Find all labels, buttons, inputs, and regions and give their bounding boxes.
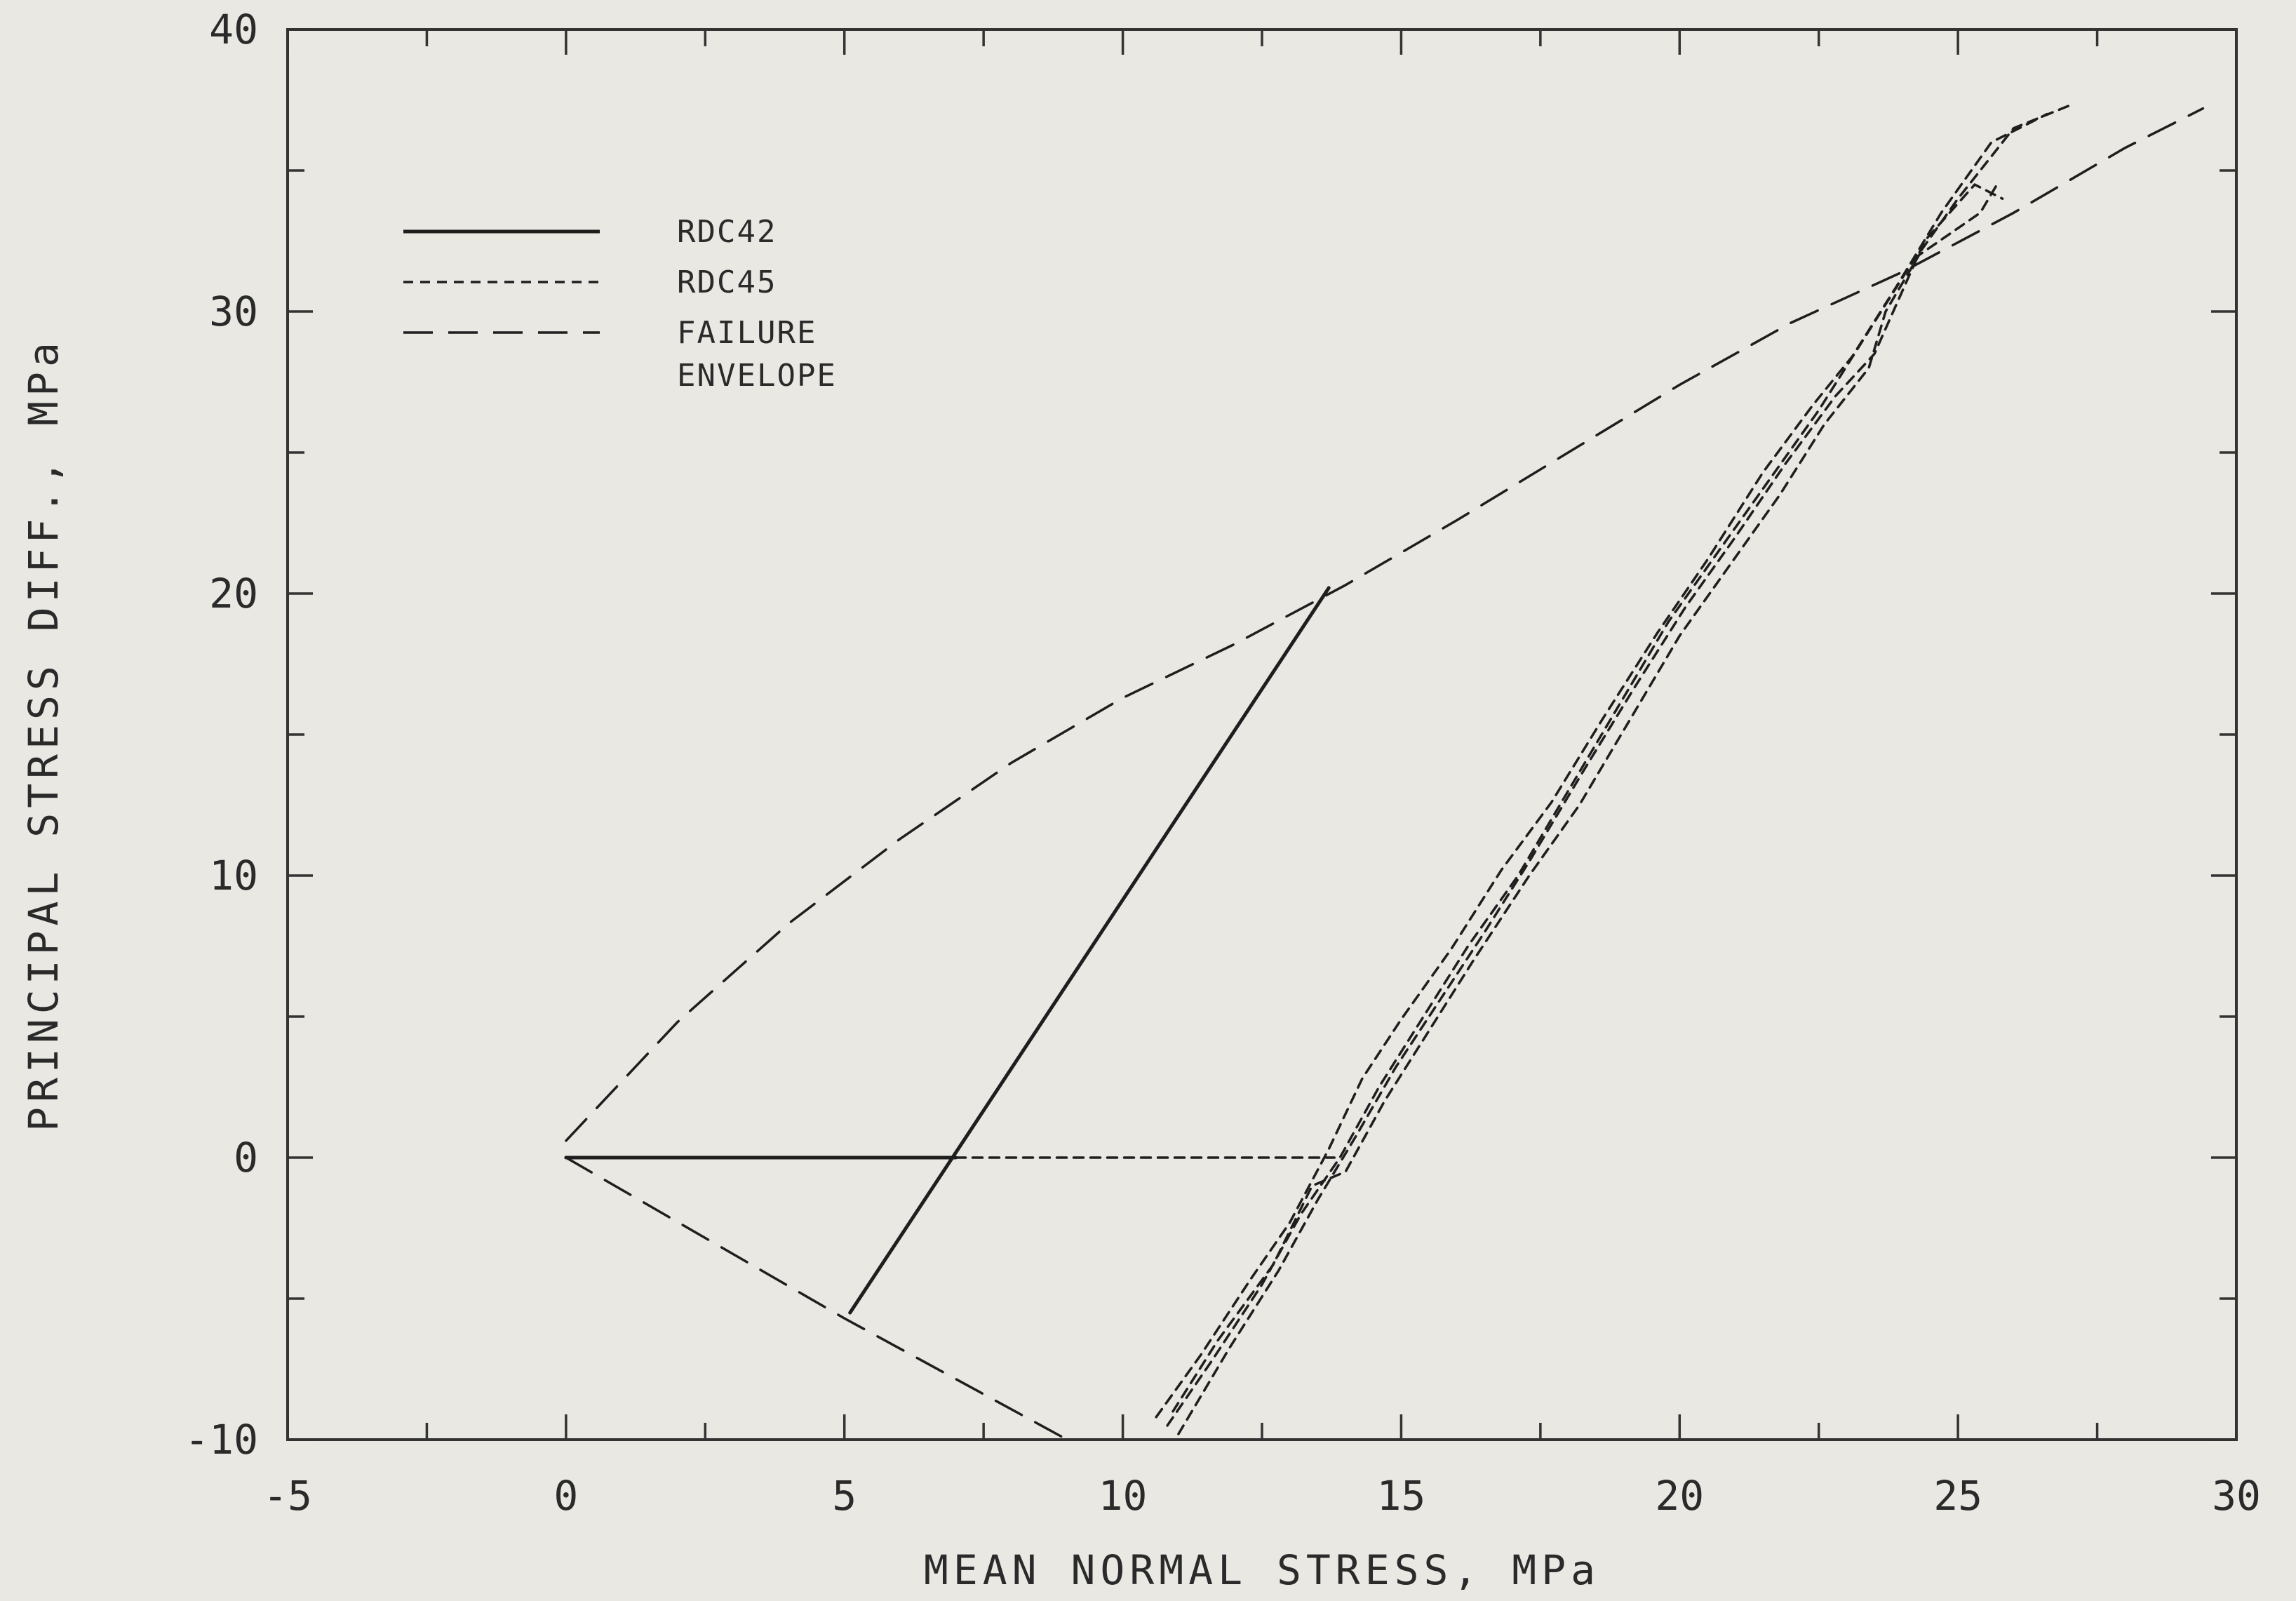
tick-labels: -5 0 5 10 15 20 25 30 -10 0 10 20 30 40 [184, 6, 2261, 1520]
y-tick-label: 40 [209, 6, 258, 53]
y-tick-label: 20 [209, 570, 258, 617]
legend-label-rdc42: RDC42 [677, 214, 777, 250]
x-tick-label: 30 [2212, 1472, 2261, 1520]
y-axis-title: PRINCIPAL STRESS DIFF., MPa [20, 337, 67, 1132]
y-tick-label: 30 [209, 288, 258, 335]
x-tick-label: 5 [832, 1472, 857, 1520]
x-tick-label: 0 [553, 1472, 578, 1520]
series-layer [564, 104, 2205, 1441]
y-tick-label: 0 [234, 1134, 258, 1181]
x-tick-label: 25 [1933, 1472, 1982, 1520]
legend-label-failure: FAILURE [677, 315, 817, 351]
legend-label-rdc45: RDC45 [677, 264, 777, 300]
y-tick-label: -10 [184, 1416, 258, 1463]
plot-frame [286, 28, 2238, 1441]
x-tick-label: 20 [1655, 1472, 1704, 1520]
series-failure-envelope-line [565, 107, 2205, 1142]
x-tick-label: -5 [263, 1472, 312, 1520]
y-tick-label: 10 [209, 852, 258, 899]
series-rdc45-line [1172, 183, 1999, 1413]
x-tick-label: 15 [1377, 1472, 1426, 1520]
x-tick-label: 10 [1099, 1472, 1148, 1520]
series-rdc45-line [1177, 183, 2004, 1435]
x-axis-title: MEAN NORMAL STRESS, MPa [924, 1546, 1600, 1594]
series-rdc45-line [1166, 104, 2071, 1427]
legend: RDC42 RDC45 FAILURE ENVELOPE [403, 214, 837, 394]
axis-ticks [286, 28, 2238, 1441]
series-failure-envelope-line [565, 1156, 1068, 1441]
series-rdc42-line [848, 586, 1331, 1315]
series-rdc45-line [1155, 112, 2048, 1419]
legend-label-envelope: ENVELOPE [677, 358, 837, 394]
